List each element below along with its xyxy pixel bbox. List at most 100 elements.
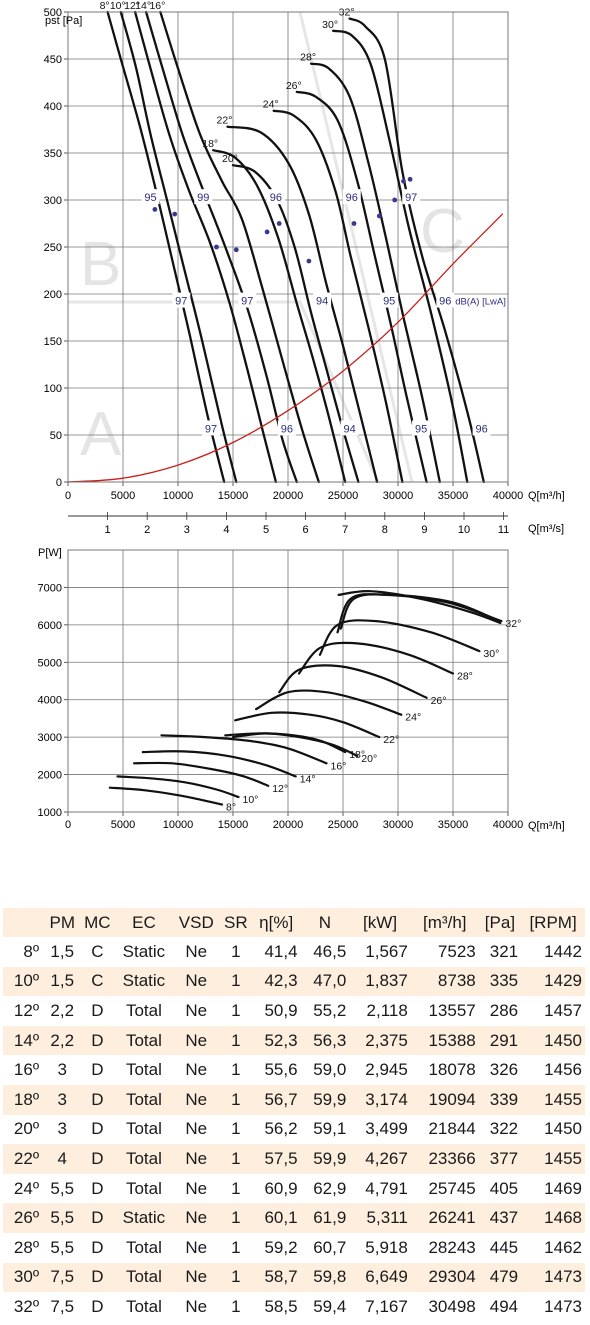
table-cell: 32º <box>13 1296 40 1316</box>
pressure-curve-14 <box>144 10 298 484</box>
pressure-x-tick-40000: 40000 <box>493 490 524 502</box>
table-row: 30º 7,5 D Total Ne 1 58,7 59,8 6,649 29304 479 1473 <box>3 1262 585 1293</box>
noise-label-2: 96 <box>270 192 282 204</box>
table-row: 14º 2,2 D Total Ne 1 52,3 56,3 2,375 15388 291 1450 <box>3 1025 585 1056</box>
table-cell: 28243 <box>428 1237 476 1257</box>
table-row: 28º 5,5 D Total Ne 1 59,2 60,7 5,918 28243 445 1462 <box>3 1233 585 1263</box>
noise-label-10: 97 <box>205 423 217 435</box>
table-cell: 1 <box>219 1025 252 1056</box>
table-cell: 1,567 <box>365 941 408 961</box>
noise-label-bg-0 <box>141 189 160 205</box>
flow-m3s-tick-10: 10 <box>458 524 470 536</box>
power-y-tick-3000: 3000 <box>38 732 62 744</box>
efficiency-point-3 <box>233 247 239 253</box>
noise-label-15: dB(A) [LwA] <box>455 297 506 308</box>
table-header-cell: [m³/h] <box>410 908 479 937</box>
table-cell: 10º <box>3 966 46 997</box>
table-cell: D <box>79 1084 116 1115</box>
table-cell: 1 <box>231 941 241 961</box>
table-cell: 1 <box>231 1060 241 1080</box>
efficiency-point-0 <box>152 207 158 212</box>
power-y-tick-6000: 6000 <box>38 620 62 632</box>
noise-label-9: 96 <box>439 296 451 308</box>
table-cell: 59,2 <box>264 1237 298 1257</box>
noise-label-bg-4 <box>402 189 421 205</box>
table-cell: 20º <box>13 1119 40 1139</box>
table-header-cell: [Pa] <box>478 908 522 937</box>
table-cell: 1 <box>219 966 252 997</box>
table-cell: Total <box>125 1000 162 1020</box>
table-cell: D <box>79 1203 116 1233</box>
table-header-cell: η[%] <box>251 908 301 937</box>
table-cell: 494 <box>489 1296 519 1316</box>
pressure-x-label: Q[m³/h] <box>528 490 565 502</box>
power-y-tick-1000: 1000 <box>38 807 62 819</box>
table-cell: 445 <box>489 1237 519 1257</box>
efficiency-point-5 <box>276 221 282 226</box>
power-curve-label-32: 32° <box>505 618 521 630</box>
efficiency-point-9 <box>392 197 398 203</box>
flow-m3s-tick-1: 1 <box>105 524 111 536</box>
power-x-tick-20000: 20000 <box>273 819 304 831</box>
table-cell: Ne <box>185 1060 208 1080</box>
table-cell: D <box>79 1262 116 1293</box>
power-curve-28 <box>297 641 455 675</box>
table-row: 26º 5,5 D Static Ne 1 60,1 61,9 5,311 26241 437 146… <box>3 1203 585 1233</box>
table-header-cell: EC <box>115 908 173 937</box>
table-cell: 2,118 <box>366 1000 408 1020</box>
table-cell: Total <box>115 1025 173 1056</box>
table-cell: 28º <box>13 1237 40 1257</box>
efficiency-point-10 <box>407 176 413 182</box>
pressure-curve-28 <box>309 62 441 484</box>
power-y-label: P[W] <box>38 547 62 559</box>
table-cell: 41,4 <box>264 941 298 961</box>
pressure-curve-22 <box>226 125 379 484</box>
table-cell: Ne <box>185 1119 208 1139</box>
pressure-curve-32 <box>348 17 485 484</box>
table-cell: 59,4 <box>313 1296 347 1316</box>
noise-label-4: 97 <box>405 192 417 204</box>
table-cell: 60,9 <box>264 1178 298 1198</box>
table-cell: 7,5 <box>45 1262 80 1293</box>
table-cell: 2,375 <box>349 1025 411 1056</box>
pressure-x-ticks: 0 5000 10000 15000 20000 25000 30000 35000 40000 <box>65 482 523 502</box>
pressure-y-label: pst [Pa] <box>45 15 82 27</box>
pressure-curve-label-14: 14° <box>135 0 151 12</box>
table-cell: 60,7 <box>313 1237 347 1257</box>
table-cell: 3 <box>45 1084 80 1115</box>
table-cell: Ne <box>185 1178 208 1198</box>
table-header-cell: PM <box>45 908 80 937</box>
power-curve-label-20: 20° <box>361 753 377 765</box>
table-cell: 5,5 <box>50 1237 75 1257</box>
table-cell: Ne <box>185 1000 208 1020</box>
table-cell: Total <box>125 1237 162 1257</box>
power-x-tick-40000: 40000 <box>493 819 524 831</box>
table-cell: 52,3 <box>251 1025 301 1056</box>
table-cell: 326 <box>489 1060 519 1080</box>
flow-m3s-tick-3: 3 <box>184 524 190 536</box>
power-curve-label-30: 30° <box>483 648 499 660</box>
table-cell: Total <box>115 1084 173 1115</box>
power-x-label: Q[m³/h] <box>528 820 565 832</box>
table-cell: 59,1 <box>313 1119 347 1139</box>
power-curve-label-24: 24° <box>405 712 421 724</box>
table-cell: 1 <box>231 1000 241 1020</box>
pressure-curve-label-10: 10° <box>110 0 126 12</box>
table-cell: 1 <box>219 1084 252 1115</box>
pressure-curve-12 <box>133 10 278 484</box>
table-cell: 1473 <box>521 1262 585 1293</box>
table-header-cell: [RPM] <box>521 908 585 937</box>
table-cell: 479 <box>478 1262 522 1293</box>
table-cell: 1 <box>219 1203 252 1233</box>
table-row: 12º 2,2 D Total Ne 1 50,9 55,2 2,118 13557 286 1457 <box>3 996 585 1026</box>
pressure-curves: 8° 10°12°14°16° 18° 20° 22° 24° 26° 28° 30°32° <box>67 0 504 484</box>
table-cell: 19094 <box>410 1084 479 1115</box>
table-cell: 12º <box>13 1000 40 1020</box>
power-curve-extra-14 <box>337 590 502 625</box>
table-cell: Static <box>115 1203 173 1233</box>
pressure-curve-label-30: 30° <box>322 19 338 31</box>
table-cell: 335 <box>478 966 522 997</box>
pressure-y-tick-350: 350 <box>44 148 62 160</box>
table-cell: Ne <box>185 1296 208 1316</box>
table-cell: 56,7 <box>251 1084 301 1115</box>
